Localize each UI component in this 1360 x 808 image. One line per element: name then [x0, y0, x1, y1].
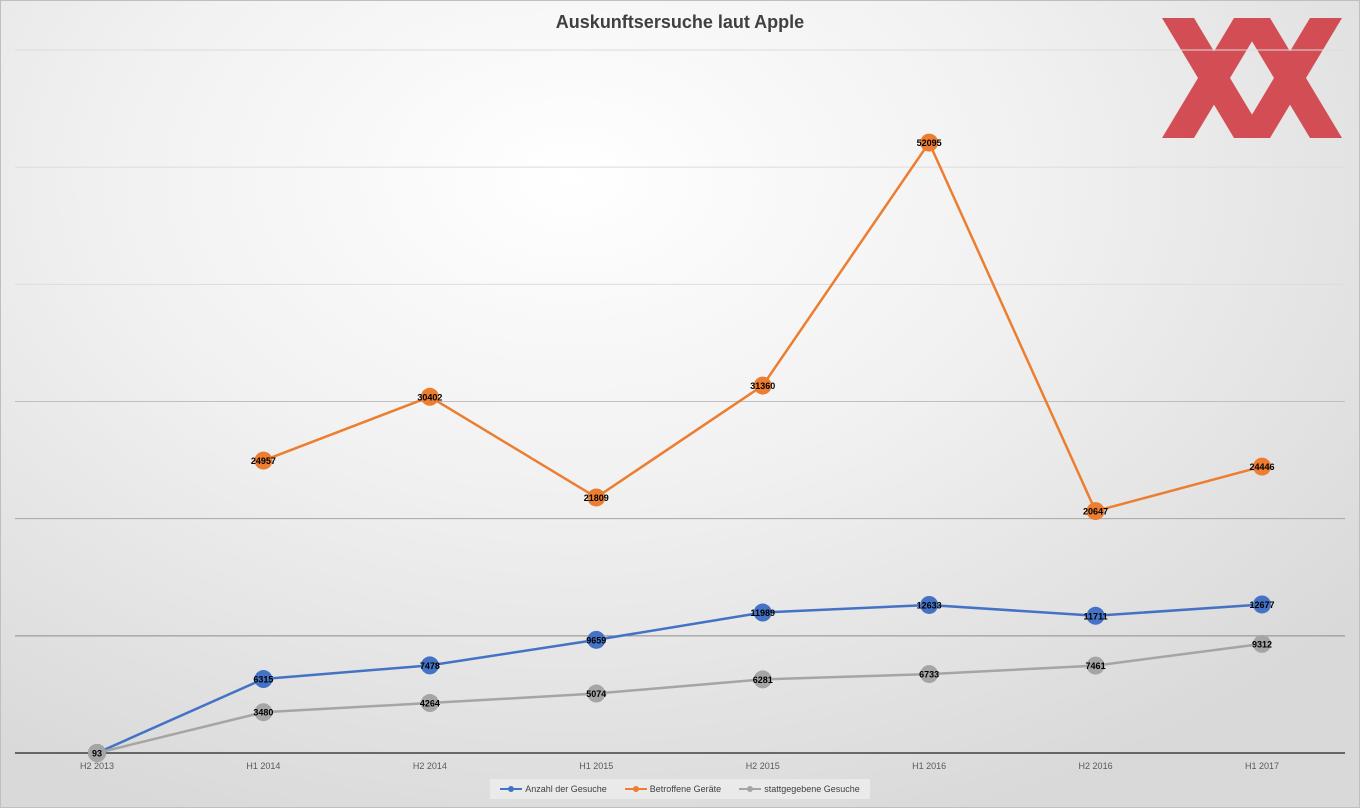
data-point-s1-3: [420, 656, 439, 675]
data-label: 52095: [917, 138, 942, 148]
data-point-s2-8: [1253, 457, 1271, 476]
legend-swatch: [500, 785, 523, 793]
x-tick-label: H1 2014: [246, 761, 280, 771]
data-label: 11711: [1084, 611, 1108, 621]
data-label: 6733: [919, 670, 939, 680]
data-point-s2-5: [753, 376, 772, 395]
legend-label: Anzahl der Gesuche: [525, 784, 607, 794]
x-tick-label: H1 2017: [1245, 761, 1279, 771]
data-point-s3-2: [254, 703, 273, 722]
chart-title: Auskunftsersuche laut Apple: [555, 12, 805, 32]
data-label: 12677: [1249, 600, 1274, 610]
series-line-3: [96, 642, 1263, 755]
data-point-s2-6: [920, 133, 939, 152]
data-point-s3-7: [1086, 656, 1105, 675]
data-label: 30402: [417, 392, 442, 402]
data-label: 5074: [586, 689, 606, 699]
x-tick-label: H1 2016: [912, 761, 946, 771]
data-label: 3480: [253, 708, 273, 718]
data-point-s1-6: [920, 595, 939, 614]
data-point-s1-7: [1086, 606, 1105, 625]
data-label: 93: [92, 749, 102, 759]
data-point-s2-7: [1086, 502, 1105, 521]
data-label: 6281: [753, 675, 773, 685]
data-point-s1-8: [1253, 595, 1271, 614]
legend-label: Betroffene Geräte: [649, 784, 722, 794]
data-point-s2-2: [254, 451, 273, 470]
data-label: 6315: [253, 675, 273, 685]
x-tick-label: H2 2014: [413, 761, 447, 771]
x-tick-label: H1 2015: [579, 761, 613, 771]
legend-item-1: Anzahl der Gesuche: [500, 784, 607, 794]
data-label: 4264: [420, 699, 440, 709]
data-point-s3-6: [920, 665, 939, 684]
data-point-s3-5: [753, 670, 772, 689]
data-point-s2-3: [420, 387, 439, 406]
xx-logo: [1162, 18, 1342, 138]
legend: Anzahl der Gesuche Betroffene Geräte statt…: [490, 779, 870, 799]
data-label: 21809: [584, 493, 609, 503]
legend-item-2: Betroffene Geräte: [624, 784, 722, 794]
data-label: 9659: [586, 635, 606, 645]
legend-swatch: [739, 785, 762, 793]
data-label: 20647: [1083, 507, 1108, 517]
data-label: 12633: [917, 600, 942, 610]
legend-item-3: stattgegebene Gesuche: [739, 784, 860, 794]
data-label: 24446: [1249, 462, 1274, 472]
data-point-s3-4: [587, 684, 606, 703]
series-line-2: [262, 141, 1263, 513]
data-point-s1-2: [254, 670, 273, 689]
data-point-s3-1: [88, 744, 106, 762]
data-point-s1-4: [587, 630, 606, 649]
legend-swatch: [624, 785, 647, 793]
legend-label: stattgegebene Gesuche: [764, 784, 860, 794]
data-label: 31360: [750, 381, 775, 391]
x-tick-label: H2 2015: [746, 761, 780, 771]
data-label: 7478: [420, 661, 440, 671]
data-label: 11989: [750, 608, 775, 618]
data-point-s3-8: [1253, 634, 1271, 653]
data-point-s2-4: [587, 488, 606, 507]
x-tick-label: H2 2013: [80, 761, 114, 771]
data-point-s1-5: [753, 603, 772, 622]
data-label: 24957: [251, 456, 276, 466]
data-label: 9312: [1252, 639, 1272, 649]
series-line-1: [96, 603, 1263, 755]
x-tick-label: H2 2016: [1079, 761, 1113, 771]
data-point-s3-3: [420, 694, 439, 713]
data-label: 7461: [1086, 661, 1106, 671]
